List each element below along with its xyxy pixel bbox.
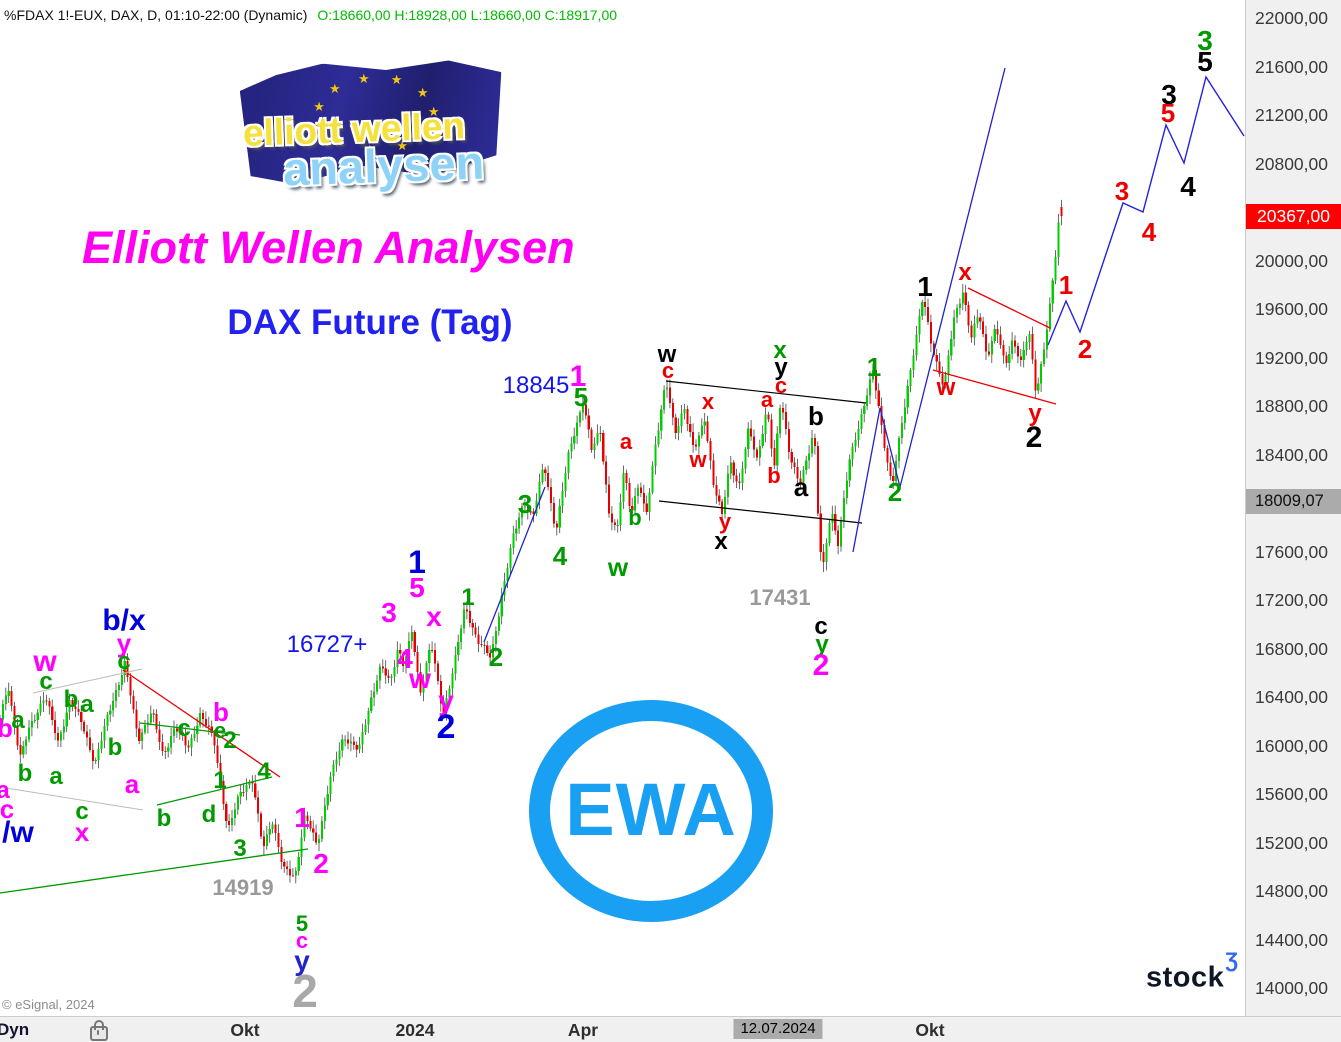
price-axis-tick: 19600,00 [1255,299,1328,319]
date-highlight: 12.07.2024 [733,1019,823,1039]
last-price-badge: 20367,00 [1246,203,1341,229]
ewa-flag-logo: ★ ★ ★ ★ ★ ★ ★ ★ ★ ★ ★ elliott wellen analysen [233,62,511,210]
price-axis-tick: 18800,00 [1255,396,1328,416]
stock3-word: stock [1146,961,1225,994]
price-axis-tick: 14000,00 [1255,978,1328,998]
logo-text-analysen: analysen [282,135,486,196]
time-axis-tick: 2024 [395,1020,435,1040]
star-icon: ★ [333,133,346,149]
star-icon: ★ [427,104,440,120]
price-axis-tick: 20800,00 [1255,153,1328,174]
star-icon: ★ [416,84,429,100]
price-axis-tick: 16400,00 [1255,687,1328,707]
stock3-logo: stockƷ [1146,949,1238,995]
time-axis-tick: Okt [915,1020,945,1040]
time-axis-tick: Apr [567,1020,599,1040]
symbol-info-bar: %FDAX 1!-EUX, DAX, D, 01:10-22:00 (Dynam… [4,7,617,23]
star-icon: ★ [420,124,432,139]
star-icon: ★ [328,80,341,96]
chart-plot-area[interactable]: ★ ★ ★ ★ ★ ★ ★ ★ ★ ★ ★ elliott wellen analysen Elli… [0,0,1245,1016]
ohlc-values: O:18660,00 H:18928,00 L:18660,00 C:18917… [317,7,618,23]
price-axis-tick: 18400,00 [1255,444,1328,465]
price-axis-tick: 14800,00 [1255,881,1328,901]
price-axis-tick: 19200,00 [1255,347,1328,368]
price-axis-tick: 16000,00 [1255,735,1328,756]
price-axis-tick: 17200,00 [1255,590,1328,610]
time-axis-tick: Okt [230,1020,260,1040]
price-axis-tick: 16800,00 [1255,638,1328,659]
price-axis-tick: 22000,00 [1255,8,1328,28]
price-axis-tick: 15600,00 [1255,784,1328,804]
candlestick-chart [0,67,1245,894]
price-axis-tick: 17600,00 [1255,541,1328,562]
price-axis-tick: 15200,00 [1255,832,1328,853]
price-level-badge: 18009,07 [1246,489,1341,515]
star-icon: ★ [357,70,370,86]
ewa-watermark-text: EWA [565,767,737,851]
axis-mode-label: Dyn [0,1020,30,1039]
trendline-layer [0,67,1245,894]
stock3-three-icon: Ʒ [1225,949,1239,972]
price-axis-tick: 21600,00 [1255,56,1328,77]
star-icon: ★ [363,141,376,157]
star-icon: ★ [396,138,408,154]
price-axis[interactable]: 22000,00 21600,00 21200,00 20800,00 20000,00… [1245,0,1341,1042]
time-axis[interactable]: Dyn Okt 2024 Apr Okt 12.07.2024 [0,1016,1341,1042]
candle-body-layer [0,207,1063,877]
star-icon: ★ [390,72,403,88]
page-title: Elliott Wellen Analysen [82,222,575,273]
chart-title: DAX Future (Tag) [227,303,513,342]
star-icon: ★ [314,117,327,133]
symbol-info: %FDAX 1!-EUX, DAX, D, 01:10-22:00 (Dynam… [4,7,308,23]
ewa-watermark: EWA [529,700,773,922]
price-axis-tick: 20000,00 [1255,250,1328,271]
lock-icon[interactable] [90,1020,108,1041]
copyright-note: © eSignal, 2024 [2,997,95,1012]
star-icon: ★ [313,98,325,114]
price-axis-tick: 14400,00 [1255,929,1328,950]
price-axis-tick: 21200,00 [1255,105,1328,125]
